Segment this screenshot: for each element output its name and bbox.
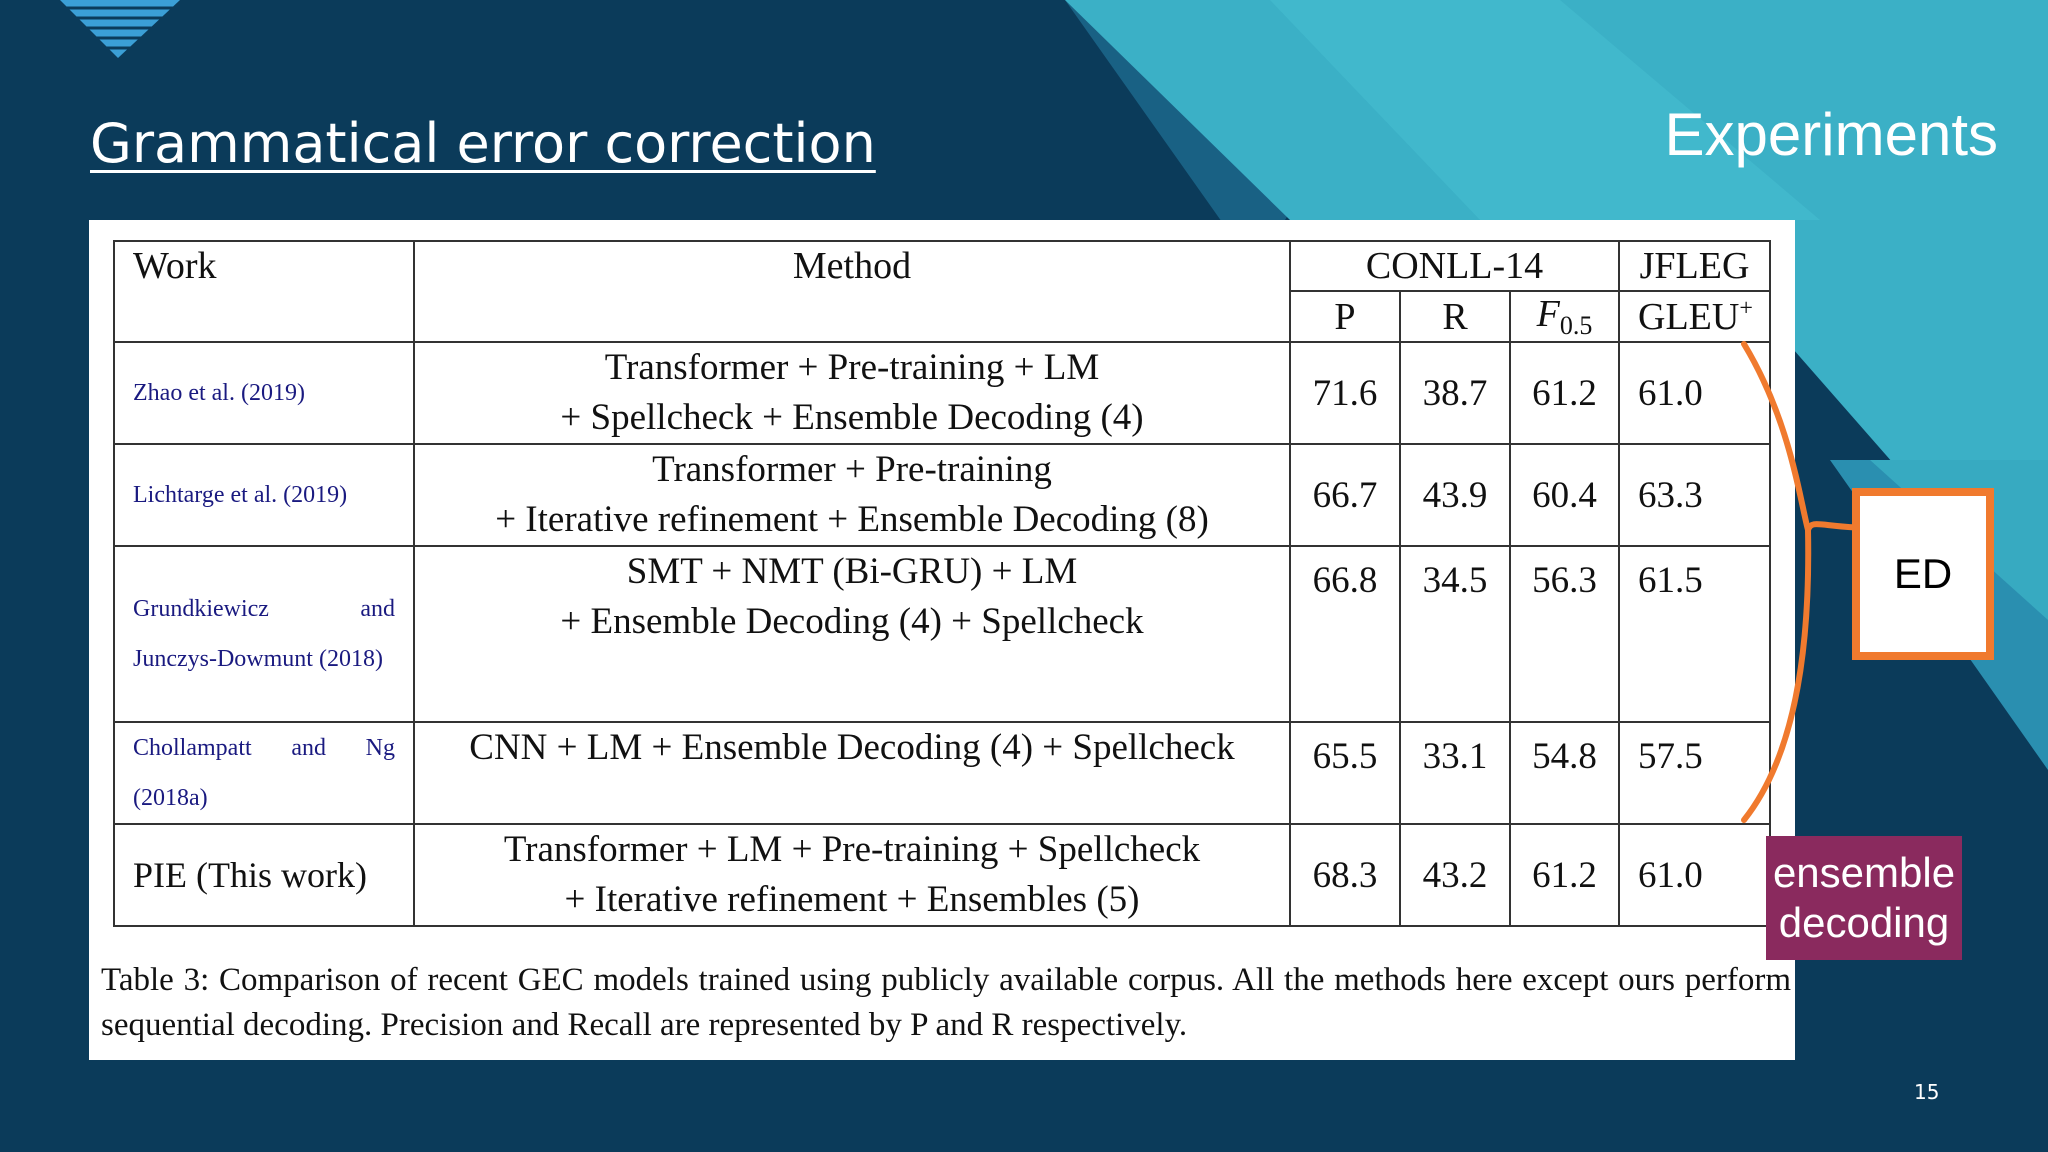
header-f05: F0.5 (1508, 290, 1621, 343)
method-line: Transformer + Pre-training (652, 449, 1052, 490)
table-header-row: Work Method CONLL-14 JFLEG (113, 240, 1772, 343)
header-r: R (1399, 290, 1511, 343)
recall-cell: 43.2 (1399, 823, 1511, 927)
method-line: + Spellcheck + Ensemble Decoding (4) (560, 397, 1144, 438)
table-caption: Table 3: Comparison of recent GEC models… (101, 962, 1791, 1043)
recall-cell: 38.7 (1399, 341, 1511, 445)
work-cell: Chollampatt and Ng (2018a) (113, 721, 415, 825)
method-line: Transformer + Pre-training + LM (604, 347, 1100, 388)
precision-cell: 66.8 (1289, 545, 1401, 723)
recall-cell: 33.1 (1399, 721, 1511, 825)
results-table: Work Method CONLL-14 JFLEG P R F0.5 GLEU… (113, 240, 1772, 927)
method-line: Transformer + LM + Pre-training + Spellc… (503, 829, 1201, 870)
method-line: SMT + NMT (Bi-GRU) + LM (626, 551, 1078, 592)
section-label: Experiments (1664, 101, 1998, 168)
header-f-letter: F (1536, 293, 1560, 335)
header-conll: CONLL-14 (1288, 240, 1621, 292)
curly-bracket (1741, 341, 1870, 823)
recall-cell: 43.9 (1399, 443, 1511, 547)
table-row: Grundkiewicz and Junczys-Dowmunt (2018) … (113, 545, 1772, 723)
precision-cell: 65.5 (1289, 721, 1401, 825)
method-cell: CNN + LM + Ensemble Decoding (4) + Spell… (413, 721, 1291, 825)
precision-cell: 71.6 (1289, 341, 1401, 445)
f05-cell: 60.4 (1508, 443, 1621, 547)
method-line: + Iterative refinement + Ensemble Decodi… (495, 499, 1209, 540)
f05-cell: 56.3 (1508, 545, 1621, 723)
work-cell: Zhao et al. (2019) (113, 341, 415, 445)
work-cell: Lichtarge et al. (2019) (113, 443, 415, 547)
header-gleu-sup: + (1739, 294, 1753, 321)
ensemble-decoding-label: ensemble decoding (1766, 836, 1962, 960)
gleu-cell: 63.3 (1618, 443, 1772, 547)
work-cell: Grundkiewicz and Junczys-Dowmunt (2018) (113, 545, 415, 723)
method-line: CNN + LM + Ensemble Decoding (4) + Spell… (469, 727, 1235, 768)
table-subheader-row: P R F0.5 GLEU+ (114, 290, 1772, 343)
method-cell: Transformer + Pre-training + Iterative re… (413, 443, 1291, 547)
table-row: Zhao et al. (2019) Transformer + Pre-tra… (113, 341, 1772, 445)
table-figure: Work Method CONLL-14 JFLEG P R F0.5 GLEU… (89, 220, 1795, 1060)
ed-label-box: ED (1852, 488, 1994, 660)
work-cell: PIE (This work) (113, 823, 415, 927)
header-gleu-text: GLEU (1638, 295, 1740, 338)
precision-cell: 66.7 (1289, 443, 1401, 547)
method-line: + Iterative refinement + Ensembles (5) (564, 879, 1140, 920)
gleu-cell: 61.5 (1618, 545, 1772, 723)
header-f-subscript: 0.5 (1559, 311, 1593, 340)
method-cell: Transformer + Pre-training + LM + Spellch… (413, 341, 1291, 445)
f05-cell: 54.8 (1508, 721, 1621, 825)
table-row: Chollampatt and Ng (2018a) CNN + LM + En… (113, 721, 1772, 825)
header-work: Work (113, 240, 415, 343)
slide-title: Grammatical error correction (90, 112, 876, 175)
method-cell: SMT + NMT (Bi-GRU) + LM + Ensemble Decodi… (413, 545, 1291, 723)
page-number: 15 (1914, 1080, 1940, 1104)
precision-cell: 68.3 (1289, 823, 1401, 927)
header-jfleg: JFLEG (1618, 240, 1772, 292)
f05-cell: 61.2 (1508, 823, 1621, 927)
method-line: + Ensemble Decoding (4) + Spellcheck (560, 601, 1144, 642)
table-row: PIE (This work) Transformer + LM + Pre-t… (113, 823, 1772, 927)
recall-cell: 34.5 (1399, 545, 1511, 723)
gleu-cell: 57.5 (1618, 721, 1772, 825)
f05-cell: 61.2 (1508, 341, 1621, 445)
header-p: P (1289, 290, 1401, 343)
method-cell: Transformer + LM + Pre-training + Spellc… (413, 823, 1291, 927)
header-gleu: GLEU+ (1618, 290, 1772, 343)
header-method: Method (413, 240, 1291, 343)
table-row: Lichtarge et al. (2019) Transformer + Pr… (113, 443, 1772, 547)
